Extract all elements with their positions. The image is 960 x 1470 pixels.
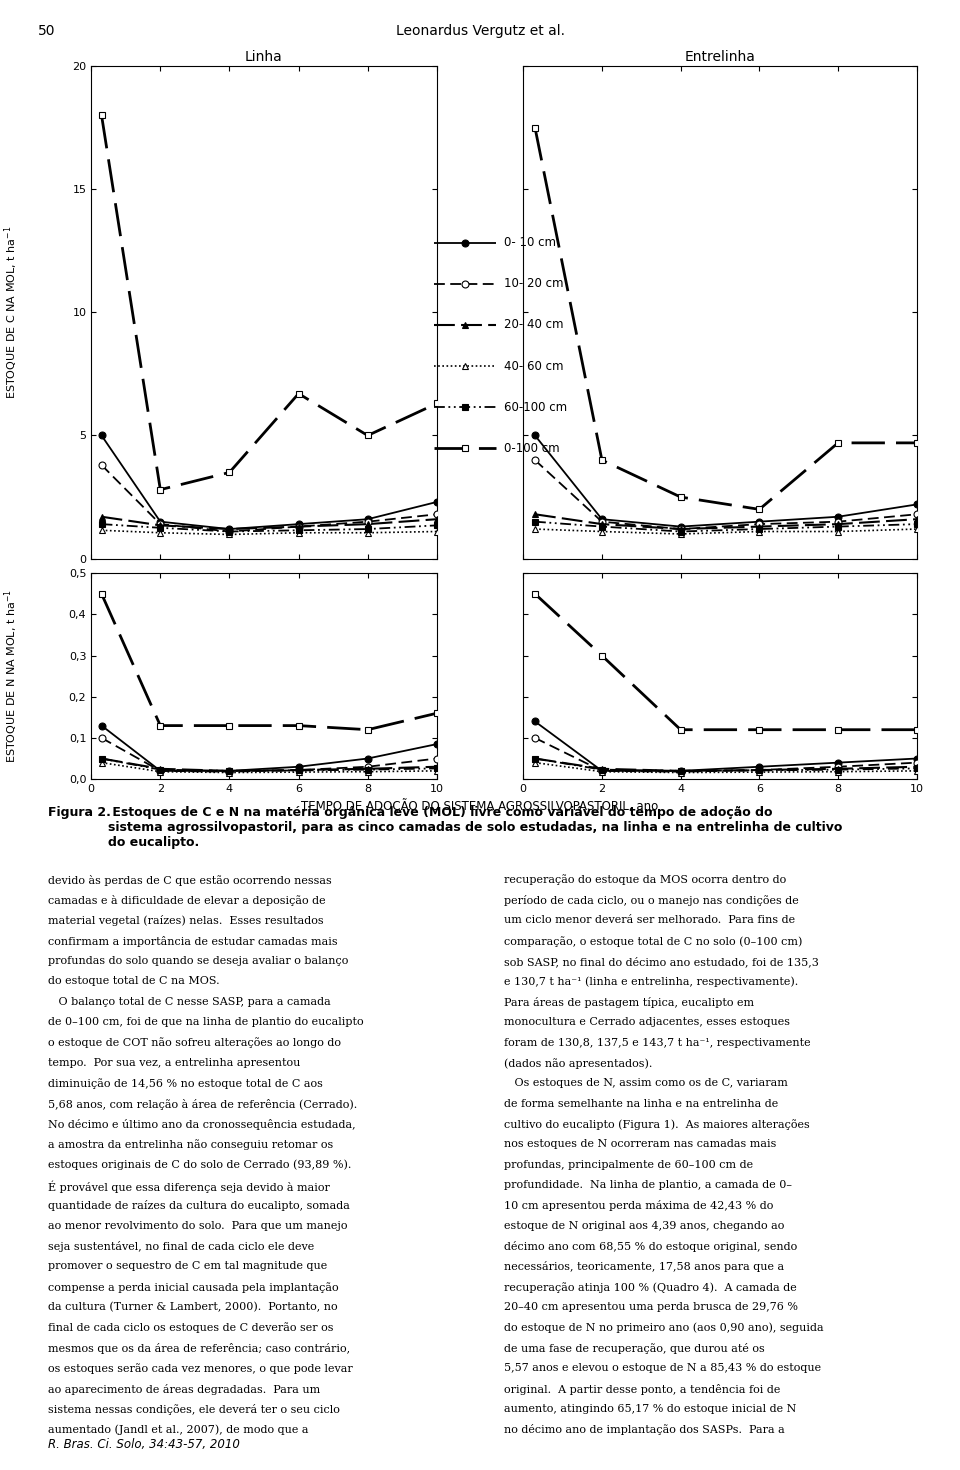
Text: TEMPO DE ADOÇÃO DO SISTEMA AGROSSILVOPASTORIL, ano: TEMPO DE ADOÇÃO DO SISTEMA AGROSSILVOPAS… — [301, 798, 659, 813]
Text: (dados não apresentados).: (dados não apresentados). — [504, 1058, 653, 1069]
Text: seja sustentável, no final de cada ciclo ele deve: seja sustentável, no final de cada ciclo… — [48, 1241, 314, 1252]
Text: profundas, principalmente de 60–100 cm de: profundas, principalmente de 60–100 cm d… — [504, 1160, 754, 1170]
Text: tempo.  Por sua vez, a entrelinha apresentou: tempo. Por sua vez, a entrelinha apresen… — [48, 1058, 300, 1067]
Text: de 0–100 cm, foi de que na linha de plantio do eucalipto: de 0–100 cm, foi de que na linha de plan… — [48, 1017, 364, 1028]
Text: Leonardus Vergutz et al.: Leonardus Vergutz et al. — [396, 24, 564, 38]
Text: No décimo e último ano da cronossequência estudada,: No décimo e último ano da cronossequênci… — [48, 1119, 355, 1130]
Text: confirmam a importância de estudar camadas mais: confirmam a importância de estudar camad… — [48, 936, 338, 947]
Text: ESTOQUE DE N NA MOL, t ha$^{-1}$: ESTOQUE DE N NA MOL, t ha$^{-1}$ — [3, 589, 20, 763]
Text: profundidade.  Na linha de plantio, a camada de 0–: profundidade. Na linha de plantio, a cam… — [504, 1180, 792, 1191]
Text: da cultura (Turner & Lambert, 2000).  Portanto, no: da cultura (Turner & Lambert, 2000). Por… — [48, 1302, 338, 1313]
Text: 20–40 cm apresentou uma perda brusca de 29,76 %: 20–40 cm apresentou uma perda brusca de … — [504, 1302, 798, 1313]
Text: original.  A partir desse ponto, a tendência foi de: original. A partir desse ponto, a tendên… — [504, 1383, 780, 1395]
Text: Figura 2.: Figura 2. — [48, 806, 110, 819]
Text: necessários, teoricamente, 17,58 anos para que a: necessários, teoricamente, 17,58 anos pa… — [504, 1261, 784, 1273]
Text: ao menor revolvimento do solo.  Para que um manejo: ao menor revolvimento do solo. Para que … — [48, 1220, 348, 1230]
Text: 20- 40 cm: 20- 40 cm — [504, 319, 564, 331]
Text: período de cada ciclo, ou o manejo nas condições de: período de cada ciclo, ou o manejo nas c… — [504, 895, 799, 906]
Text: 0-100 cm: 0-100 cm — [504, 442, 560, 454]
Text: os estoques serão cada vez menores, o que pode levar: os estoques serão cada vez menores, o qu… — [48, 1363, 352, 1374]
Text: no décimo ano de implantação dos SASPs.  Para a: no décimo ano de implantação dos SASPs. … — [504, 1424, 784, 1435]
Text: compense a perda inicial causada pela implantação: compense a perda inicial causada pela im… — [48, 1282, 339, 1292]
Text: diminuição de 14,56 % no estoque total de C aos: diminuição de 14,56 % no estoque total d… — [48, 1078, 323, 1089]
Title: Entrelinha: Entrelinha — [684, 50, 756, 63]
Text: final de cada ciclo os estoques de C deverão ser os: final de cada ciclo os estoques de C dev… — [48, 1323, 333, 1333]
Text: e 130,7 t ha⁻¹ (linha e entrelinha, respectivamente).: e 130,7 t ha⁻¹ (linha e entrelinha, resp… — [504, 976, 799, 986]
Text: promover o sequestro de C em tal magnitude que: promover o sequestro de C em tal magnitu… — [48, 1261, 327, 1272]
Text: aumento, atingindo 65,17 % do estoque inicial de N: aumento, atingindo 65,17 % do estoque in… — [504, 1404, 797, 1414]
Text: um ciclo menor deverá ser melhorado.  Para fins de: um ciclo menor deverá ser melhorado. Par… — [504, 916, 795, 926]
Text: O balanço total de C nesse SASP, para a camada: O balanço total de C nesse SASP, para a … — [48, 997, 331, 1007]
Text: aumentado (Jandl et al., 2007), de modo que a: aumentado (Jandl et al., 2007), de modo … — [48, 1424, 308, 1435]
Text: do estoque total de C na MOS.: do estoque total de C na MOS. — [48, 976, 220, 986]
Text: cultivo do eucalipto (Figura 1).  As maiores alterações: cultivo do eucalipto (Figura 1). As maio… — [504, 1119, 809, 1130]
Text: 5,57 anos e elevou o estoque de N a 85,43 % do estoque: 5,57 anos e elevou o estoque de N a 85,4… — [504, 1363, 821, 1373]
Text: monocultura e Cerrado adjacentes, esses estoques: monocultura e Cerrado adjacentes, esses … — [504, 1017, 790, 1028]
Text: mesmos que os da área de referência; caso contrário,: mesmos que os da área de referência; cas… — [48, 1344, 350, 1354]
Text: do estoque de N no primeiro ano (aos 0,90 ano), seguida: do estoque de N no primeiro ano (aos 0,9… — [504, 1323, 824, 1333]
Text: 50: 50 — [38, 24, 56, 38]
Text: recuperação atinja 100 % (Quadro 4).  A camada de: recuperação atinja 100 % (Quadro 4). A c… — [504, 1282, 797, 1292]
Text: material vegetal (raízes) nelas.  Esses resultados: material vegetal (raízes) nelas. Esses r… — [48, 916, 324, 926]
Text: sistema nessas condições, ele deverá ter o seu ciclo: sistema nessas condições, ele deverá ter… — [48, 1404, 340, 1416]
Text: É provável que essa diferença seja devido à maior: É provável que essa diferença seja devid… — [48, 1180, 330, 1192]
Text: 60-100 cm: 60-100 cm — [504, 401, 567, 413]
Text: foram de 130,8, 137,5 e 143,7 t ha⁻¹, respectivamente: foram de 130,8, 137,5 e 143,7 t ha⁻¹, re… — [504, 1038, 810, 1048]
Text: R. Bras. Ci. Solo, 34:43-57, 2010: R. Bras. Ci. Solo, 34:43-57, 2010 — [48, 1438, 240, 1451]
Text: comparação, o estoque total de C no solo (0–100 cm): comparação, o estoque total de C no solo… — [504, 936, 803, 947]
Text: o estoque de COT não sofreu alterações ao longo do: o estoque de COT não sofreu alterações a… — [48, 1038, 341, 1048]
Text: profundas do solo quando se deseja avaliar o balanço: profundas do solo quando se deseja avali… — [48, 956, 348, 966]
Text: 5,68 anos, com relação à área de referência (Cerrado).: 5,68 anos, com relação à área de referên… — [48, 1098, 357, 1110]
Text: a amostra da entrelinha não conseguiu retomar os: a amostra da entrelinha não conseguiu re… — [48, 1139, 333, 1150]
Text: ESTOQUE DE C NA MOL, t ha$^{-1}$: ESTOQUE DE C NA MOL, t ha$^{-1}$ — [3, 226, 20, 398]
Text: Os estoques de N, assim como os de C, variaram: Os estoques de N, assim como os de C, va… — [504, 1078, 788, 1088]
Text: nos estoques de N ocorreram nas camadas mais: nos estoques de N ocorreram nas camadas … — [504, 1139, 777, 1150]
Text: quantidade de raízes da cultura do eucalipto, somada: quantidade de raízes da cultura do eucal… — [48, 1201, 349, 1211]
Text: 40- 60 cm: 40- 60 cm — [504, 360, 564, 372]
Text: ao aparecimento de áreas degradadas.  Para um: ao aparecimento de áreas degradadas. Par… — [48, 1383, 321, 1395]
Text: camadas e à dificuldade de elevar a deposição de: camadas e à dificuldade de elevar a depo… — [48, 895, 325, 906]
Text: de forma semelhante na linha e na entrelinha de: de forma semelhante na linha e na entrel… — [504, 1098, 779, 1108]
Text: recuperação do estoque da MOS ocorra dentro do: recuperação do estoque da MOS ocorra den… — [504, 875, 786, 885]
Text: Estoques de C e N na matéria orgânica leve (MOL) livre como variável do tempo de: Estoques de C e N na matéria orgânica le… — [108, 806, 842, 848]
Text: décimo ano com 68,55 % do estoque original, sendo: décimo ano com 68,55 % do estoque origin… — [504, 1241, 797, 1252]
Text: 0- 10 cm: 0- 10 cm — [504, 237, 556, 248]
Text: estoque de N original aos 4,39 anos, chegando ao: estoque de N original aos 4,39 anos, che… — [504, 1220, 784, 1230]
Text: devido às perdas de C que estão ocorrendo nessas: devido às perdas de C que estão ocorrend… — [48, 875, 332, 885]
Text: Para áreas de pastagem típica, eucalipto em: Para áreas de pastagem típica, eucalipto… — [504, 997, 755, 1008]
Text: 10 cm apresentou perda máxima de 42,43 % do: 10 cm apresentou perda máxima de 42,43 %… — [504, 1201, 774, 1211]
Text: 10- 20 cm: 10- 20 cm — [504, 278, 564, 290]
Text: de uma fase de recuperação, que durou até os: de uma fase de recuperação, que durou at… — [504, 1344, 765, 1354]
Text: estoques originais de C do solo de Cerrado (93,89 %).: estoques originais de C do solo de Cerra… — [48, 1160, 351, 1170]
Text: sob SASP, no final do décimo ano estudado, foi de 135,3: sob SASP, no final do décimo ano estudad… — [504, 956, 819, 967]
Title: Linha: Linha — [245, 50, 283, 63]
